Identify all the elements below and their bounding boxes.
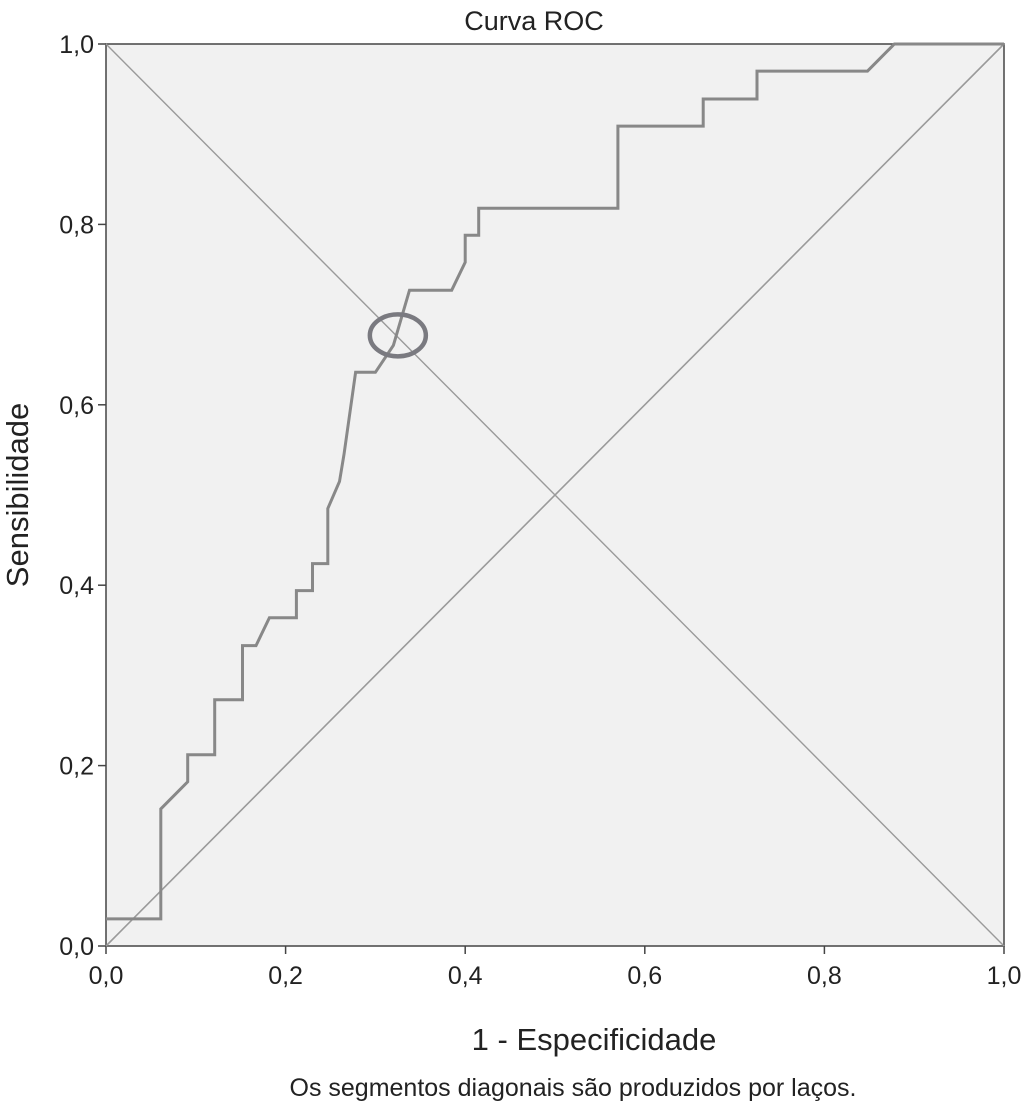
optimal-cutoff-marker [367, 312, 429, 359]
reference-anti-diagonal-line [105, 43, 1005, 947]
y-axis-ticks: 0,0 0,2 0,4 0,6 0,8 1,0 [59, 31, 106, 961]
y-tick-label: 0,2 [59, 753, 94, 781]
chart-title: Curva ROC [464, 6, 604, 36]
y-tick-label: 0,4 [59, 572, 94, 600]
y-tick-label: 1,0 [59, 31, 94, 59]
y-tick-label: 0,0 [59, 933, 94, 961]
x-tick-label: 0,4 [448, 962, 483, 990]
x-tick-label: 1,0 [987, 962, 1022, 990]
x-axis-label: 1 - Especificidade [472, 1022, 717, 1057]
x-tick-label: 0,0 [89, 962, 124, 990]
roc-curve-line [106, 42, 1004, 921]
x-tick-label: 0,2 [268, 962, 303, 990]
x-axis-ticks: 0,0 0,2 0,4 0,6 0,8 1,0 [89, 946, 1022, 990]
y-tick-label: 0,6 [59, 392, 94, 420]
y-tick-label: 0,8 [59, 211, 94, 239]
chart-footnote: Os segmentos diagonais são produzidos po… [290, 1074, 857, 1102]
y-axis-label: Sensibilidade [0, 403, 35, 587]
x-tick-label: 0,8 [807, 962, 842, 990]
x-tick-label: 0,6 [627, 962, 662, 990]
